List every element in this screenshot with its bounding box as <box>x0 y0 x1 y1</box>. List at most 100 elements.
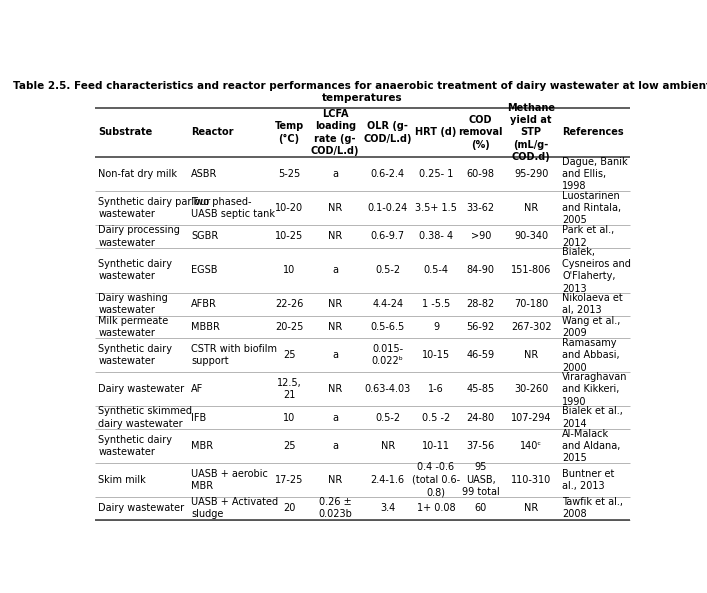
Text: AFBR: AFBR <box>191 299 217 310</box>
Text: a: a <box>332 169 338 179</box>
Text: a: a <box>332 350 338 361</box>
Text: 5-25: 5-25 <box>278 169 300 179</box>
Text: UASB + aerobic
MBR: UASB + aerobic MBR <box>191 468 268 491</box>
Text: NR: NR <box>328 384 342 394</box>
Text: NR: NR <box>524 203 538 213</box>
Text: Al-Malack
and Aldana,
2015: Al-Malack and Aldana, 2015 <box>562 429 621 463</box>
Text: 1 -5.5: 1 -5.5 <box>422 299 450 310</box>
Text: SGBR: SGBR <box>191 231 218 241</box>
Text: Dairy washing
wastewater: Dairy washing wastewater <box>98 293 168 315</box>
Text: NR: NR <box>328 475 342 485</box>
Text: COD
removal
(%): COD removal (%) <box>459 115 503 150</box>
Text: 107-294: 107-294 <box>511 413 551 423</box>
Text: 4.4-24: 4.4-24 <box>372 299 403 310</box>
Text: 12.5,
21: 12.5, 21 <box>276 378 301 400</box>
Text: 60: 60 <box>474 503 487 513</box>
Text: NR: NR <box>328 299 342 310</box>
Text: 0.6-9.7: 0.6-9.7 <box>370 231 405 241</box>
Text: Ramasamy
and Abbasi,
2000: Ramasamy and Abbasi, 2000 <box>562 338 620 372</box>
Text: Methane
yield at
STP
(mL/g-
COD.d): Methane yield at STP (mL/g- COD.d) <box>507 103 555 162</box>
Text: a: a <box>332 441 338 451</box>
Text: AF: AF <box>191 384 204 394</box>
Text: 28-82: 28-82 <box>467 299 495 310</box>
Text: CSTR with biofilm
support: CSTR with biofilm support <box>191 344 277 366</box>
Text: ASBR: ASBR <box>191 169 218 179</box>
Text: 0.015-
0.022ᵇ: 0.015- 0.022ᵇ <box>372 344 404 366</box>
Text: OLR (g-
COD/L.d): OLR (g- COD/L.d) <box>363 121 412 144</box>
Text: Synthetic skimmed
dairy wastewater: Synthetic skimmed dairy wastewater <box>98 406 192 429</box>
Text: 10: 10 <box>283 265 296 275</box>
Text: 10-15: 10-15 <box>422 350 450 361</box>
Text: a: a <box>332 413 338 423</box>
Text: Dairy processing
wastewater: Dairy processing wastewater <box>98 225 180 247</box>
Text: 25: 25 <box>283 350 296 361</box>
Text: 30-260: 30-260 <box>514 384 548 394</box>
Text: 17-25: 17-25 <box>275 475 303 485</box>
Text: NR: NR <box>328 231 342 241</box>
Text: 2.4-1.6: 2.4-1.6 <box>370 475 405 485</box>
Text: Milk permeate
wastewater: Milk permeate wastewater <box>98 315 168 338</box>
Text: Table 2.5. Feed characteristics and reactor performances for anaerobic treatment: Table 2.5. Feed characteristics and reac… <box>13 81 707 103</box>
Text: 0.5 -2: 0.5 -2 <box>422 413 450 423</box>
Text: EGSB: EGSB <box>191 265 218 275</box>
Text: 3.4: 3.4 <box>380 503 395 513</box>
Text: 9: 9 <box>433 322 439 332</box>
Text: Dairy wastewater: Dairy wastewater <box>98 503 185 513</box>
Text: 0.5-4: 0.5-4 <box>423 265 448 275</box>
Text: Synthetic dairy
wastewater: Synthetic dairy wastewater <box>98 259 173 282</box>
Text: 20: 20 <box>283 503 296 513</box>
Text: Non-fat dry milk: Non-fat dry milk <box>98 169 177 179</box>
Text: 10-11: 10-11 <box>422 441 450 451</box>
Text: 10: 10 <box>283 413 296 423</box>
Text: Buntner et
al., 2013: Buntner et al., 2013 <box>562 468 615 491</box>
Text: 1+ 0.08: 1+ 0.08 <box>416 503 455 513</box>
Text: 0.63-4.03: 0.63-4.03 <box>365 384 411 394</box>
Text: LCFA
loading
rate (g-
COD/L.d): LCFA loading rate (g- COD/L.d) <box>311 109 359 156</box>
Text: Two phased-
UASB septic tank: Two phased- UASB septic tank <box>191 197 275 219</box>
Text: 22-26: 22-26 <box>275 299 303 310</box>
Text: 0.1-0.24: 0.1-0.24 <box>368 203 408 213</box>
Text: 10-20: 10-20 <box>275 203 303 213</box>
Text: NR: NR <box>328 322 342 332</box>
Text: IFB: IFB <box>191 413 206 423</box>
Text: 0.5-2: 0.5-2 <box>375 413 400 423</box>
Text: 0.4 -0.6
(total 0.6-
0.8): 0.4 -0.6 (total 0.6- 0.8) <box>412 463 460 498</box>
Text: Bialek et al.,
2014: Bialek et al., 2014 <box>562 406 624 429</box>
Text: 0.5-6.5: 0.5-6.5 <box>370 322 405 332</box>
Text: 140ᶜ: 140ᶜ <box>520 441 542 451</box>
Text: 10-25: 10-25 <box>275 231 303 241</box>
Text: 3.5+ 1.5: 3.5+ 1.5 <box>415 203 457 213</box>
Text: 37-56: 37-56 <box>467 441 495 451</box>
Text: 60-98: 60-98 <box>467 169 495 179</box>
Text: a: a <box>332 265 338 275</box>
Text: Synthetic dairy parlour
wastewater: Synthetic dairy parlour wastewater <box>98 197 211 219</box>
Text: >90: >90 <box>471 231 491 241</box>
Text: 0.6-2.4: 0.6-2.4 <box>370 169 405 179</box>
Text: Nikolaeva et
al, 2013: Nikolaeva et al, 2013 <box>562 293 623 315</box>
Text: Luostarinen
and Rintala,
2005: Luostarinen and Rintala, 2005 <box>562 190 621 225</box>
Text: 24-80: 24-80 <box>467 413 495 423</box>
Text: 25: 25 <box>283 441 296 451</box>
Text: 95-290: 95-290 <box>514 169 549 179</box>
Text: Substrate: Substrate <box>98 127 153 138</box>
Text: Synthetic dairy
wastewater: Synthetic dairy wastewater <box>98 344 173 366</box>
Text: Dairy wastewater: Dairy wastewater <box>98 384 185 394</box>
Text: NR: NR <box>524 503 538 513</box>
Text: Dague, Banik
and Ellis,
1998: Dague, Banik and Ellis, 1998 <box>562 157 628 192</box>
Text: UASB + Activated
sludge: UASB + Activated sludge <box>191 497 279 519</box>
Text: 84-90: 84-90 <box>467 265 495 275</box>
Text: 1-6: 1-6 <box>428 384 444 394</box>
Text: HRT (d): HRT (d) <box>415 127 457 138</box>
Text: 0.38- 4: 0.38- 4 <box>419 231 453 241</box>
Text: 267-302: 267-302 <box>511 322 551 332</box>
Text: Tawfik et al.,
2008: Tawfik et al., 2008 <box>562 497 624 519</box>
Text: 0.26 ±
0.023b: 0.26 ± 0.023b <box>318 497 352 519</box>
Text: NR: NR <box>380 441 395 451</box>
Text: 0.25- 1: 0.25- 1 <box>419 169 453 179</box>
Text: Temp
(°C): Temp (°C) <box>274 121 304 144</box>
Text: 95
UASB,
99 total: 95 UASB, 99 total <box>462 463 500 498</box>
Text: 0.5-2: 0.5-2 <box>375 265 400 275</box>
Text: Viraraghavan
and Kikkeri,
1990: Viraraghavan and Kikkeri, 1990 <box>562 372 628 407</box>
Text: Park et al.,
2012: Park et al., 2012 <box>562 225 614 247</box>
Text: 151-806: 151-806 <box>511 265 551 275</box>
